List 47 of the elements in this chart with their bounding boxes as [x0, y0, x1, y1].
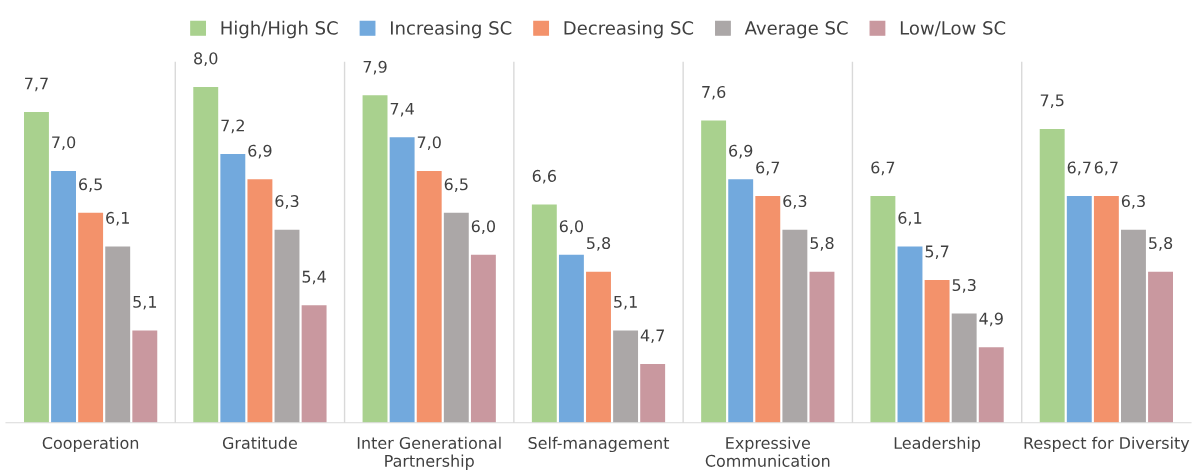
data-label: 6,1	[106, 211, 129, 226]
x-tick-label: Expressive Communication	[705, 436, 830, 467]
data-label: 6,0	[559, 220, 584, 234]
data-label: 6,3	[275, 195, 299, 209]
data-label: 6,0	[471, 220, 496, 234]
x-tick-label: Self-management	[528, 436, 670, 453]
legend-label: Increasing SC	[390, 20, 512, 39]
data-label: 5,3	[952, 278, 976, 293]
data-label: 6,7	[871, 161, 895, 176]
legend-label: Decreasing SC	[564, 20, 694, 39]
x-tick-label: Leadership	[894, 436, 981, 453]
data-label: 7,0	[417, 136, 441, 150]
legend-label: Average SC	[744, 21, 848, 39]
data-label: 5,7	[925, 245, 949, 260]
data-label: 6,3	[1121, 195, 1145, 209]
data-label: 6,6	[532, 169, 557, 184]
legend-label: High/High SC	[221, 20, 338, 39]
data-label: 6,3	[783, 195, 807, 209]
data-label: 5,8	[810, 237, 834, 251]
data-label: 4,7	[640, 329, 665, 344]
data-label: 7,0	[52, 136, 76, 150]
data-label: 7,6	[702, 85, 726, 100]
data-label: 7,5	[1040, 94, 1064, 108]
data-label: 5,8	[587, 237, 611, 251]
data-label: 6,1	[898, 211, 922, 226]
data-label: 5,1	[614, 295, 637, 310]
data-label: 8,0	[194, 52, 218, 67]
data-label: 6,9	[729, 144, 753, 159]
data-label: 7,4	[390, 102, 414, 117]
data-label: 6,7	[1067, 161, 1091, 176]
data-label: 6,5	[444, 178, 468, 192]
x-tick-label: Cooperation	[42, 436, 139, 453]
data-label: 6,5	[79, 178, 102, 192]
data-label: 7,9	[363, 60, 387, 75]
data-label: 5,8	[1149, 237, 1173, 251]
legend-label: Low/Low SC	[900, 21, 1006, 37]
data-label: 6,7	[756, 161, 780, 176]
data-label: 6,7	[1094, 161, 1118, 176]
x-tick-label: Gratitude	[222, 436, 297, 449]
data-label: 6,9	[248, 144, 272, 159]
x-tick-label: Respect for Diversity	[1024, 436, 1190, 453]
data-label: 4,9	[979, 312, 1003, 327]
data-label: 5,1	[133, 295, 157, 310]
data-label: 7,2	[221, 119, 244, 134]
data-label: 7,7	[25, 77, 48, 92]
x-tick-label: Inter Generational Partnership	[357, 436, 501, 470]
data-label: 5,4	[302, 270, 326, 285]
